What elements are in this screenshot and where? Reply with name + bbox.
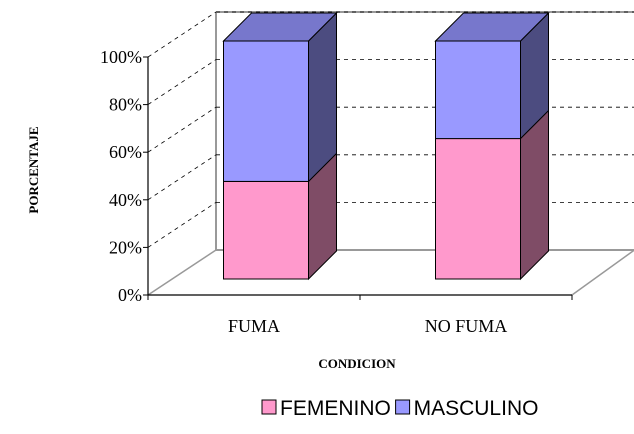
floor-right-edge [571,249,634,296]
bar-segment-top [222,12,338,42]
y-axis-title: PORCENTAJE [26,126,41,213]
gridline-diagonal [147,154,217,201]
y-tick-label: 100% [100,47,142,67]
x-tick-label: NO FUMA [425,316,508,336]
gridline-diagonal [147,11,217,58]
legend: FEMENINO MASCULINO [261,397,539,420]
y-tick-label: 80% [109,95,142,115]
legend-swatch [261,399,277,415]
bar-segment-side [520,109,549,281]
floor-left-edge [147,249,217,296]
x-axis-title: CONDICION [318,356,396,371]
y-tick-label: 20% [109,237,142,257]
y-tick-label: 60% [109,142,142,162]
bar-segment-front [223,40,309,182]
legend-label: MASCULINO [414,397,539,420]
legend-swatch [395,399,411,415]
gridline-diagonal [147,202,217,248]
bar-segment-front [435,40,521,140]
bar-segment-top [434,12,550,42]
bars [222,11,550,281]
y-tick-label: 40% [109,190,142,210]
gridlines [147,11,634,248]
gridline-diagonal [147,106,217,153]
bar-segment-side [308,11,337,183]
bar-segment-front [435,138,521,280]
legend-label: FEMENINO [280,397,391,420]
bar-segment-front [223,180,309,280]
x-axis-ticks: FUMA NO FUMA [147,294,573,336]
y-tick-label: 0% [118,285,142,305]
chart-frame [147,11,634,296]
y-axis-ticks: 0% 20% 40% 60% 80% 100% [100,47,149,305]
gridline-diagonal [147,59,217,105]
x-tick-label: FUMA [228,316,280,336]
